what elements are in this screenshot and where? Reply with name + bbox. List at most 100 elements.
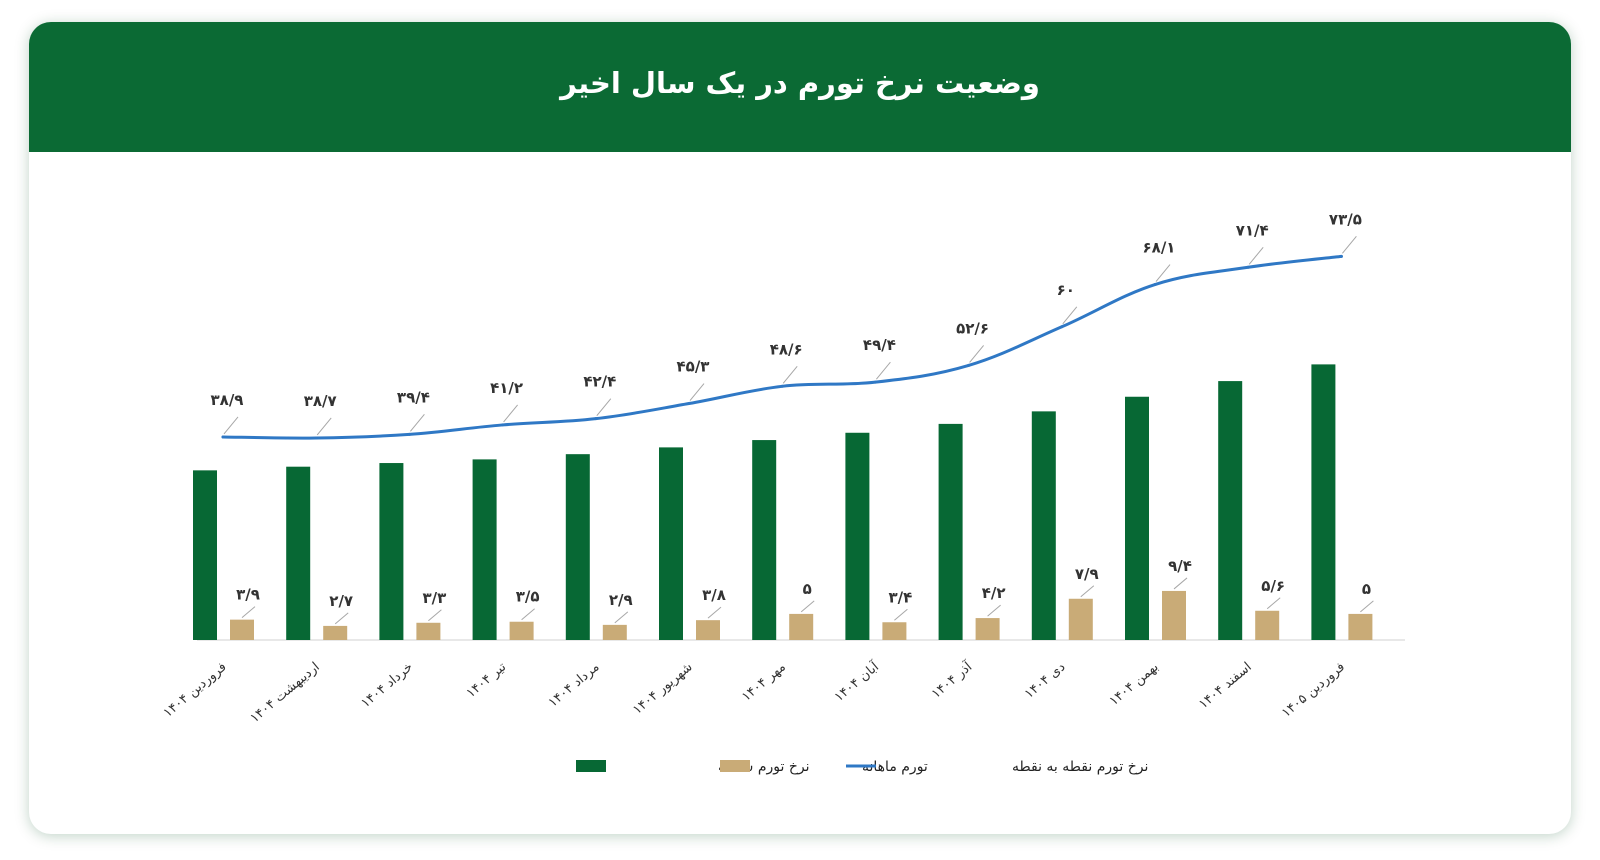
point-marker bbox=[501, 423, 505, 427]
monthly-data-label: ۵/۶ bbox=[1261, 577, 1285, 595]
monthly-data-label: ۵ bbox=[803, 580, 812, 598]
monthly-label-leader bbox=[241, 606, 256, 619]
x-tick-label: تیر ۱۴۰۴ bbox=[464, 659, 510, 701]
monthly-bar bbox=[1068, 598, 1093, 640]
x-tick-label: آذر ۱۴۰۴ bbox=[928, 657, 977, 702]
point-data-label: ۳۹/۴ bbox=[397, 388, 430, 406]
monthly-bar bbox=[789, 613, 814, 640]
x-axis-tick-labels: فروردین ۱۴۰۴ اردیبهشت ۱۴۰۴ خرداد ۱۴۰۴ تیر ۱… bbox=[161, 657, 1348, 726]
monthly-bar bbox=[509, 621, 534, 640]
monthly-data-label: ۳/۴ bbox=[889, 588, 913, 606]
annual-bar bbox=[938, 423, 963, 640]
monthly-bar bbox=[696, 620, 720, 640]
annual-bar bbox=[659, 447, 683, 640]
monthly-label-leader bbox=[800, 600, 815, 613]
point-label-leader bbox=[1155, 264, 1171, 282]
point-label-leader bbox=[410, 414, 425, 432]
x-tick-label: اسفند ۱۴۰۴ bbox=[1196, 660, 1255, 713]
monthly-bar bbox=[230, 619, 254, 640]
monthly-data-label: ۹/۴ bbox=[1168, 557, 1192, 575]
monthly-label-leader bbox=[894, 608, 908, 621]
point-data-label: ۳۸/۷ bbox=[304, 392, 337, 410]
monthly-bar bbox=[416, 622, 441, 640]
x-tick-label: بهمن ۱۴۰۴ bbox=[1107, 660, 1162, 709]
x-tick-label: آبان ۱۴۰۴ bbox=[831, 657, 883, 705]
point-label-leader bbox=[1062, 306, 1078, 325]
monthly-label-leader bbox=[987, 604, 1001, 617]
point-label-leader bbox=[1342, 236, 1357, 254]
x-tick-label: خرداد ۱۴۰۴ bbox=[358, 660, 415, 712]
point-data-label: ۴۲/۴ bbox=[583, 373, 616, 391]
data-labels: ۳/۹ ۲/۷ ۳/۳ ۳/۵ ۲/۹ ۳/۸ ۵ ۳/۴ ۴/۲ ۷/۹ ۹/۴ ۵/۶ ۵ ۳۸/۹ ۳… bbox=[211, 210, 1374, 625]
point-data-label: ۴۵/۳ bbox=[677, 358, 710, 376]
monthly-data-label: ۲/۷ bbox=[329, 592, 353, 610]
annual-bar bbox=[193, 470, 217, 640]
point-label-leader bbox=[876, 361, 891, 380]
point-marker bbox=[221, 435, 225, 439]
monthly-bar bbox=[1255, 610, 1280, 640]
monthly-data-label: ۳/۹ bbox=[236, 586, 260, 604]
point-data-label: ۴۹/۴ bbox=[863, 336, 896, 354]
point-marker bbox=[780, 384, 784, 388]
annual-bar bbox=[752, 440, 777, 640]
point-data-label: ۶۸/۱ bbox=[1143, 239, 1176, 257]
annual-bar bbox=[845, 432, 870, 640]
monthly-bar bbox=[1348, 613, 1373, 640]
legend-swatch bbox=[576, 760, 606, 772]
point-label-leader bbox=[223, 416, 239, 435]
monthly-bars bbox=[230, 590, 1373, 640]
legend-label: تورم ماهانه bbox=[862, 759, 928, 775]
point-marker bbox=[873, 380, 877, 384]
monthly-data-label: ۴/۲ bbox=[982, 584, 1006, 602]
point-label-leader bbox=[596, 398, 612, 416]
monthly-label-leader bbox=[1360, 600, 1374, 613]
monthly-data-label: ۲/۹ bbox=[609, 591, 633, 609]
x-tick-label: فروردین ۱۴۰۴ bbox=[161, 660, 230, 721]
annual-bar bbox=[286, 466, 311, 640]
point-label-leader bbox=[1248, 246, 1264, 265]
monthly-bar bbox=[1162, 590, 1186, 640]
point-data-label: ۶۰ bbox=[1057, 281, 1075, 299]
point-marker bbox=[1246, 265, 1250, 269]
annual-bar bbox=[1311, 364, 1336, 640]
monthly-label-leader bbox=[1080, 585, 1095, 598]
monthly-label-leader bbox=[521, 608, 535, 621]
monthly-label-leader bbox=[428, 609, 442, 622]
point-data-label: ۴۸/۶ bbox=[770, 340, 803, 358]
monthly-label-leader bbox=[334, 612, 349, 625]
point-label-leader bbox=[503, 404, 518, 423]
legend-swatch bbox=[720, 760, 750, 772]
point-data-label: ۳۸/۹ bbox=[211, 391, 244, 409]
point-label-leader bbox=[689, 383, 705, 401]
point-marker bbox=[314, 436, 318, 440]
annual-bar bbox=[1218, 381, 1243, 640]
x-tick-label: مرداد ۱۴۰۴ bbox=[546, 660, 603, 711]
monthly-data-label: ۳/۵ bbox=[516, 588, 540, 606]
point-label-leader bbox=[969, 345, 984, 363]
annual-bar bbox=[565, 454, 590, 640]
monthly-data-label: ۷/۹ bbox=[1075, 565, 1099, 583]
annual-bar bbox=[472, 459, 497, 640]
x-tick-label: فروردین ۱۴۰۵ bbox=[1279, 660, 1348, 721]
annual-bar bbox=[1031, 411, 1056, 640]
point-label-leader bbox=[316, 417, 332, 436]
annual-bars bbox=[193, 364, 1405, 641]
monthly-bar bbox=[975, 618, 1000, 640]
monthly-label-leader bbox=[1173, 577, 1188, 590]
point-data-label: ۴۱/۲ bbox=[490, 379, 523, 397]
monthly-label-leader bbox=[1266, 597, 1281, 610]
point-data-label: ۵۲/۶ bbox=[956, 319, 989, 337]
x-tick-label: مهر ۱۴۰۴ bbox=[739, 660, 789, 705]
monthly-bar bbox=[323, 625, 348, 640]
monthly-data-label: ۳/۳ bbox=[423, 589, 447, 607]
monthly-bar bbox=[882, 622, 907, 640]
point-marker bbox=[594, 417, 598, 421]
point-data-label: ۷۱/۴ bbox=[1236, 221, 1269, 239]
point-marker bbox=[687, 402, 691, 406]
header-bar: وضعیت نرخ تورم در یک سال اخیر bbox=[29, 22, 1571, 152]
point-data-label: ۷۳/۵ bbox=[1329, 210, 1362, 228]
point-marker bbox=[1060, 325, 1064, 329]
x-tick-label: دی ۱۴۰۴ bbox=[1022, 659, 1069, 702]
point-marker bbox=[1339, 254, 1343, 258]
